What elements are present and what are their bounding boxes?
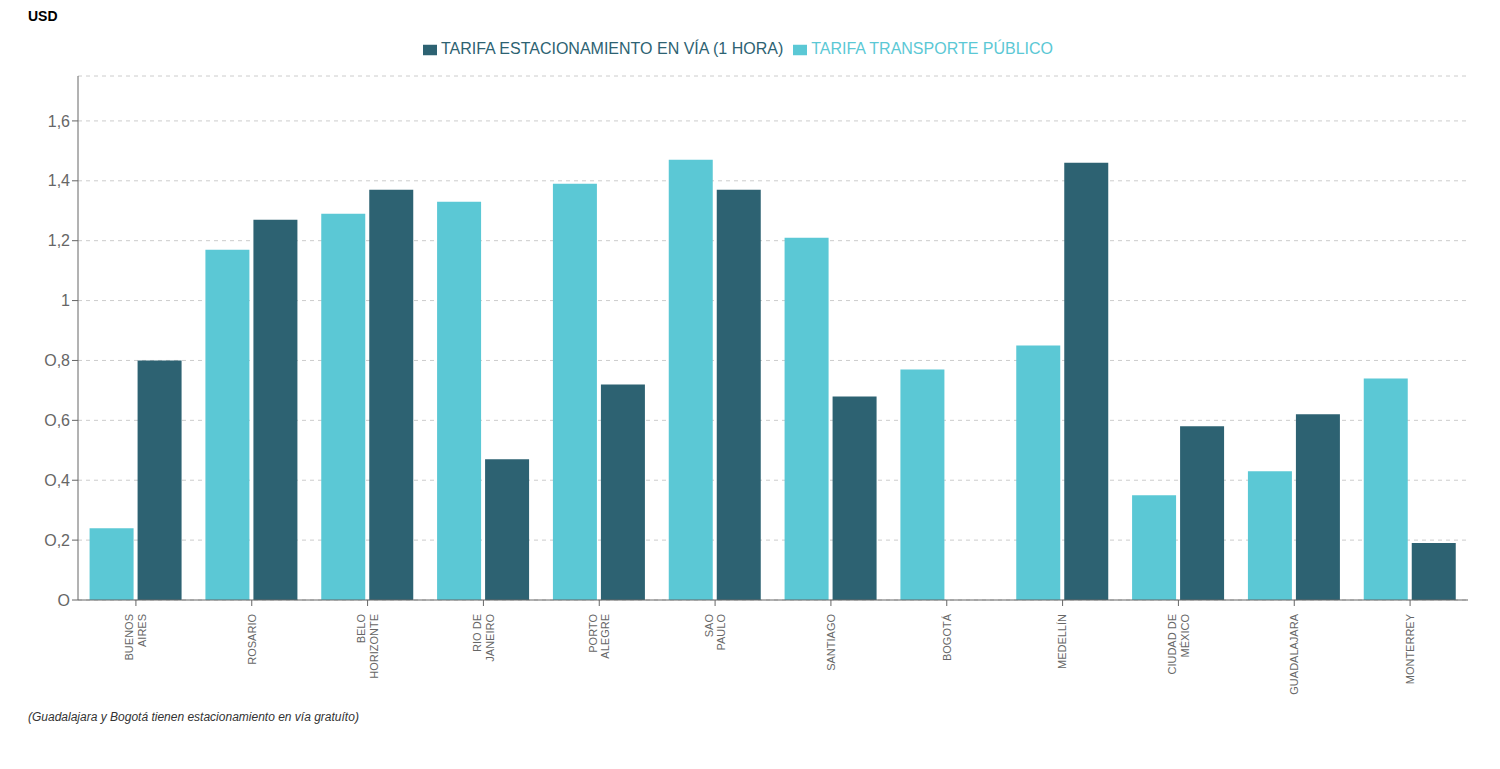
svg-text:RIO DEJANEIRO: RIO DEJANEIRO [471,614,496,662]
html-text:TARIFA TRANSPORTE PÚBLICO: TARIFA TRANSPORTE PÚBLICO [811,40,1054,57]
svg-text:1,2: 1,2 [48,232,70,249]
svg-text:MONTERREY: MONTERREY [1404,613,1416,684]
svg-text:BELOHORIZONTE: BELOHORIZONTE [355,614,380,679]
svg-text:O: O [58,592,70,609]
svg-text:GUADALAJARA: GUADALAJARA [1288,613,1300,694]
svg-text:SAOPAULO: SAOPAULO [703,614,728,651]
svg-text:BUENOSAIRES: BUENOSAIRES [123,614,148,660]
svg-text:CIUDAD DEMÉXICO: CIUDAD DEMÉXICO [1166,614,1191,675]
svg-text:O,6: O,6 [44,412,70,429]
svg-text:1,6: 1,6 [48,113,70,130]
svg-text:O,2: O,2 [44,532,70,549]
html-text:USD: USD [28,8,58,24]
svg-text:SANTIAGO: SANTIAGO [825,614,837,671]
html-text:TARIFA ESTACIONAMIENTO EN VÍA: TARIFA ESTACIONAMIENTO EN VÍA (1 HORA) [440,40,784,57]
svg-text:PORTOALEGRE: PORTOALEGRE [587,614,612,659]
svg-text:1,4: 1,4 [48,172,70,189]
svg-text:ROSARIO: ROSARIO [246,614,258,665]
svg-text:BOGOTÁ: BOGOTÁ [941,613,953,661]
svg-text:O,4: O,4 [44,472,70,489]
html-text:(Guadalajara y Bogotá tienen e: (Guadalajara y Bogotá tienen estacionami… [28,710,359,724]
svg-text:O,8: O,8 [44,352,70,369]
svg-text:1: 1 [61,292,70,309]
svg-text:MEDELLÍN: MEDELLÍN [1056,614,1068,669]
